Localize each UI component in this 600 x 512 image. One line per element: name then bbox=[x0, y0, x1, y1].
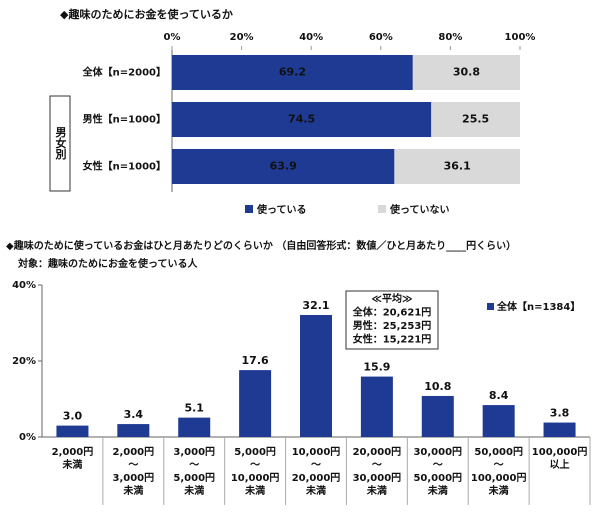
bar-segment bbox=[172, 55, 413, 90]
x-tick-label: 未満 bbox=[61, 458, 82, 471]
x-tick-label: ～ bbox=[433, 460, 443, 471]
bar bbox=[421, 395, 454, 437]
annotation: 全体：20,621円 bbox=[352, 306, 432, 319]
x-tick-label: 20% bbox=[230, 32, 254, 43]
bar-segment bbox=[412, 55, 520, 90]
bar bbox=[56, 425, 89, 437]
annotation: 女性：15,221円 bbox=[353, 333, 432, 346]
x-tick-label: ～ bbox=[250, 460, 260, 471]
x-tick-label: 3,000円 bbox=[113, 472, 155, 484]
y-tick-label: 40% bbox=[12, 280, 36, 291]
legend-swatch bbox=[378, 205, 386, 213]
bar bbox=[543, 422, 576, 437]
chart-title: ◆趣味のためにお金を使っているか bbox=[60, 7, 233, 21]
data-label: 8.4 bbox=[489, 389, 509, 402]
legend-label: 使っていない bbox=[389, 203, 450, 216]
x-tick-label: 60% bbox=[369, 32, 393, 43]
data-label: 5.1 bbox=[184, 402, 204, 415]
group-box bbox=[49, 95, 71, 192]
x-tick-label: ～ bbox=[128, 460, 138, 471]
y-tick-label: 全体【n=2000】 bbox=[82, 66, 166, 79]
data-label: 30.8 bbox=[453, 66, 480, 79]
bar bbox=[482, 405, 515, 437]
data-label: 69.2 bbox=[279, 66, 306, 79]
x-tick-label: 20,000円 bbox=[292, 472, 341, 484]
x-tick-label: 100% bbox=[505, 32, 536, 43]
x-tick-label: 未満 bbox=[305, 484, 326, 497]
x-tick-label: 40% bbox=[299, 32, 323, 43]
x-tick-label: ～ bbox=[494, 460, 504, 471]
x-tick-label: 0% bbox=[164, 32, 181, 43]
data-label: 10.8 bbox=[424, 380, 451, 393]
x-tick-label: ～ bbox=[311, 460, 321, 471]
x-tick-label: 10,000円 bbox=[292, 446, 341, 458]
x-tick-label: 2,000円 bbox=[113, 446, 155, 458]
x-tick-label: 2,000円 bbox=[52, 446, 94, 458]
data-label: 36.1 bbox=[444, 160, 471, 173]
y-tick-label: 女性【n=1000】 bbox=[83, 160, 166, 173]
x-tick-label: 未満 bbox=[244, 484, 265, 497]
bar bbox=[178, 417, 211, 437]
data-label: 3.0 bbox=[63, 410, 83, 423]
x-tick-label: 80% bbox=[438, 32, 462, 43]
data-label: 3.4 bbox=[124, 408, 144, 421]
y-tick-label: 20% bbox=[12, 356, 36, 367]
legend-label: 使っている bbox=[256, 203, 307, 216]
x-tick-label: ～ bbox=[372, 460, 382, 471]
y-tick-label: 0% bbox=[19, 432, 36, 443]
x-tick-label: 未満 bbox=[427, 484, 448, 497]
bar bbox=[360, 376, 393, 437]
x-tick-label: 未満 bbox=[183, 484, 204, 497]
chart-subtitle: 対象：趣味のためにお金を使っている人 bbox=[17, 257, 198, 270]
x-tick-label: 未満 bbox=[488, 484, 509, 497]
data-label: 25.5 bbox=[462, 113, 489, 126]
bar bbox=[239, 370, 272, 437]
x-tick-label: 30,000円 bbox=[413, 446, 462, 458]
bar bbox=[300, 315, 332, 437]
x-tick-label: 未満 bbox=[366, 484, 387, 497]
legend-swatch bbox=[487, 303, 494, 310]
bar-segment bbox=[394, 149, 520, 184]
group-label: 男女別 bbox=[54, 126, 68, 160]
data-label: 32.1 bbox=[302, 299, 329, 312]
legend-label: 全体【n=1384】 bbox=[496, 300, 580, 313]
data-label: 3.8 bbox=[550, 407, 570, 420]
bar-segment bbox=[431, 102, 520, 137]
x-tick-label: 以上 bbox=[550, 458, 570, 471]
x-tick-label: 5,000円 bbox=[173, 472, 215, 484]
data-label: 15.9 bbox=[363, 361, 390, 374]
bar bbox=[117, 424, 150, 437]
annotation-box bbox=[345, 290, 439, 350]
x-tick-label: 50,000円 bbox=[474, 446, 523, 458]
bar-segment bbox=[172, 102, 432, 137]
data-label: 17.6 bbox=[242, 354, 269, 367]
annotation: ≪平均≫ bbox=[372, 292, 413, 305]
chart-title: ◆趣味のために使っているお金はひと月あたりどのくらいか （自由回答形式：数値／ひ… bbox=[6, 239, 516, 252]
x-tick-label: 10,000円 bbox=[231, 472, 280, 484]
data-label: 74.5 bbox=[288, 113, 315, 126]
x-tick-label: ～ bbox=[189, 460, 199, 471]
x-tick-label: 20,000円 bbox=[353, 446, 402, 458]
x-tick-label: 5,000円 bbox=[234, 446, 276, 458]
y-tick-label: 男性【n=1000】 bbox=[83, 113, 166, 126]
data-label: 63.9 bbox=[270, 160, 297, 173]
x-tick-label: 50,000円 bbox=[413, 472, 462, 484]
x-tick-label: 100,000円 bbox=[532, 446, 588, 458]
annotation: 男性：25,253円 bbox=[353, 319, 432, 332]
bar-segment bbox=[172, 149, 395, 184]
x-tick-label: 3,000円 bbox=[173, 446, 215, 458]
x-tick-label: 100,000円 bbox=[471, 472, 527, 484]
legend-swatch bbox=[245, 205, 253, 213]
x-tick-label: 未満 bbox=[122, 484, 143, 497]
x-tick-label: 30,000円 bbox=[353, 472, 402, 484]
